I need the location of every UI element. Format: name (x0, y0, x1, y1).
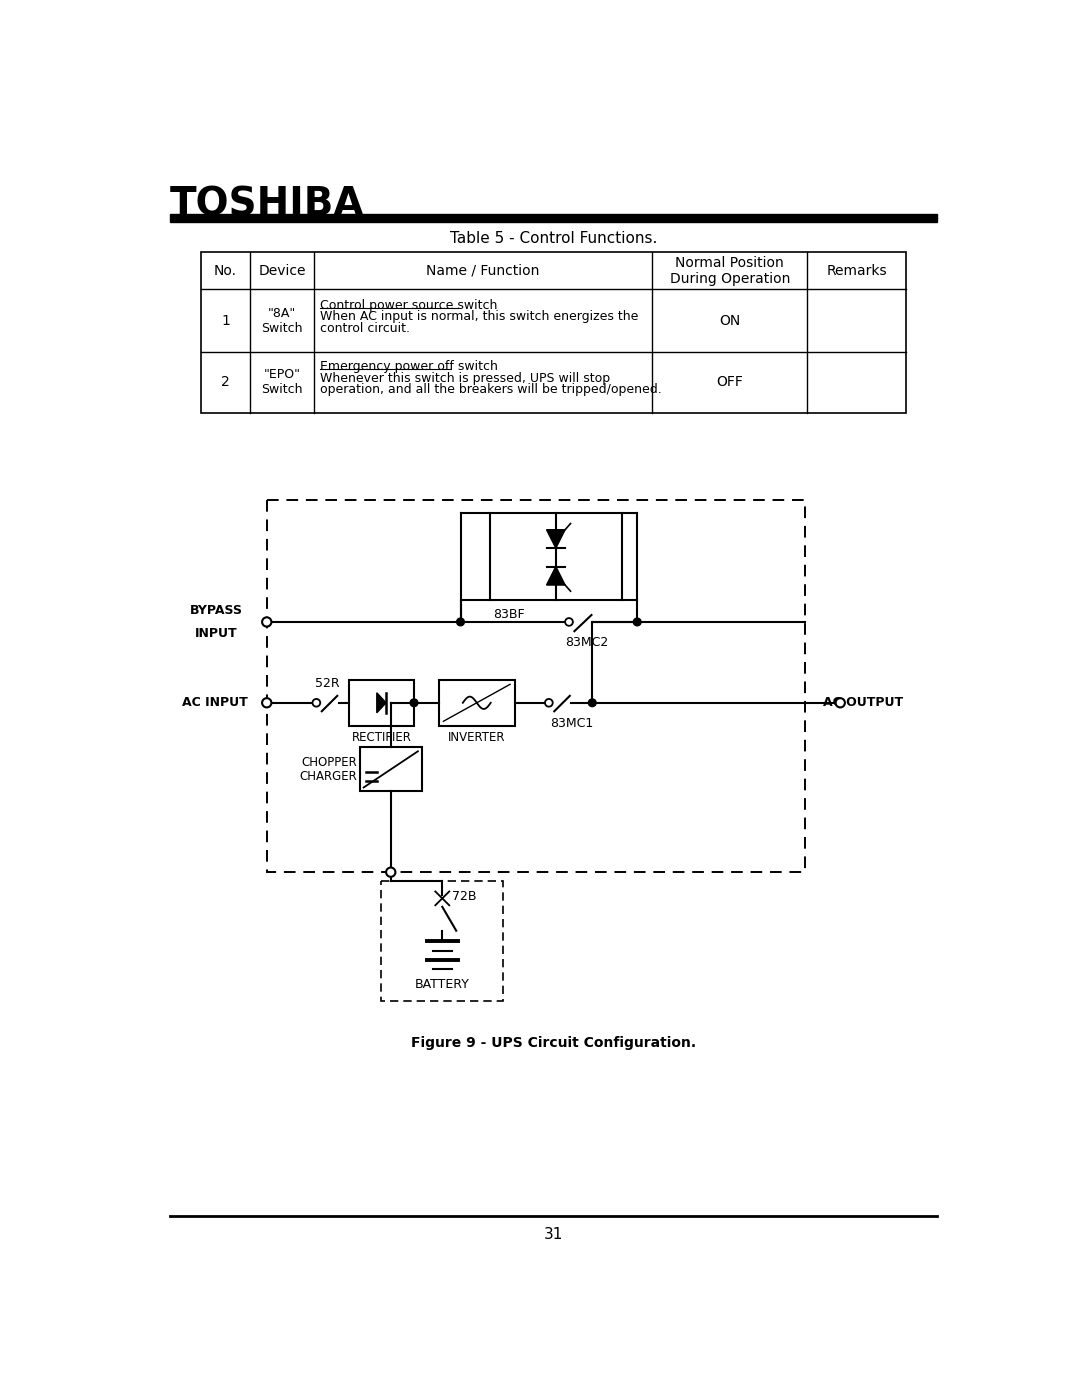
Text: Whenever this switch is pressed, UPS will stop: Whenever this switch is pressed, UPS wil… (320, 372, 610, 384)
Polygon shape (546, 567, 565, 585)
Text: Figure 9 - UPS Circuit Configuration.: Figure 9 - UPS Circuit Configuration. (410, 1037, 697, 1051)
Text: 83BF: 83BF (494, 608, 525, 622)
Circle shape (312, 698, 321, 707)
Circle shape (387, 868, 395, 877)
Text: ON: ON (719, 314, 741, 328)
Circle shape (565, 617, 572, 626)
Circle shape (545, 698, 553, 707)
Text: "8A"
Switch: "8A" Switch (261, 307, 302, 335)
Text: TOSHIBA: TOSHIBA (170, 186, 364, 224)
Text: Remarks: Remarks (826, 264, 887, 278)
Circle shape (589, 698, 596, 707)
Bar (267, 500, 806, 872)
Text: 1: 1 (221, 314, 230, 328)
Bar (349, 680, 414, 726)
Text: INPUT: INPUT (195, 627, 238, 640)
Bar (381, 882, 503, 1000)
Bar (490, 513, 622, 601)
Circle shape (410, 698, 418, 707)
Circle shape (836, 698, 845, 707)
Text: BYPASS: BYPASS (190, 605, 243, 617)
Text: BATTERY: BATTERY (415, 978, 470, 992)
Text: Control power source switch: Control power source switch (320, 299, 497, 312)
Text: Emergency power off switch: Emergency power off switch (320, 360, 498, 373)
Text: CHARGER: CHARGER (299, 770, 356, 782)
Text: 83MC2: 83MC2 (565, 636, 608, 648)
Text: When AC input is normal, this switch energizes the: When AC input is normal, this switch ene… (320, 310, 638, 323)
Text: 72B: 72B (453, 890, 477, 904)
Bar (438, 680, 515, 726)
Text: Device: Device (258, 264, 306, 278)
Circle shape (262, 617, 271, 627)
Circle shape (457, 617, 464, 626)
Text: 52R: 52R (315, 678, 339, 690)
Text: Table 5 - Control Functions.: Table 5 - Control Functions. (449, 231, 658, 246)
Text: "EPO"
Switch: "EPO" Switch (261, 369, 302, 397)
Circle shape (633, 617, 642, 626)
Bar (360, 747, 422, 791)
Text: operation, and all the breakers will be tripped/opened.: operation, and all the breakers will be … (320, 383, 662, 397)
Bar (201, 253, 906, 412)
Text: AC OUTPUT: AC OUTPUT (823, 696, 904, 710)
Text: CHOPPER: CHOPPER (301, 756, 356, 768)
Polygon shape (377, 693, 387, 712)
Text: 2: 2 (221, 376, 230, 390)
Text: INVERTER: INVERTER (448, 731, 505, 745)
Circle shape (262, 698, 271, 707)
Polygon shape (546, 529, 565, 548)
Text: No.: No. (214, 264, 237, 278)
Text: control circuit.: control circuit. (320, 321, 410, 335)
Text: OFF: OFF (716, 376, 743, 390)
Text: AC INPUT: AC INPUT (181, 696, 247, 710)
Text: 83MC1: 83MC1 (551, 717, 594, 729)
Text: 31: 31 (544, 1227, 563, 1242)
Text: RECTIFIER: RECTIFIER (351, 731, 411, 745)
Text: Name / Function: Name / Function (427, 264, 540, 278)
Text: Normal Position
During Operation: Normal Position During Operation (670, 256, 789, 286)
Bar (170, 214, 937, 222)
